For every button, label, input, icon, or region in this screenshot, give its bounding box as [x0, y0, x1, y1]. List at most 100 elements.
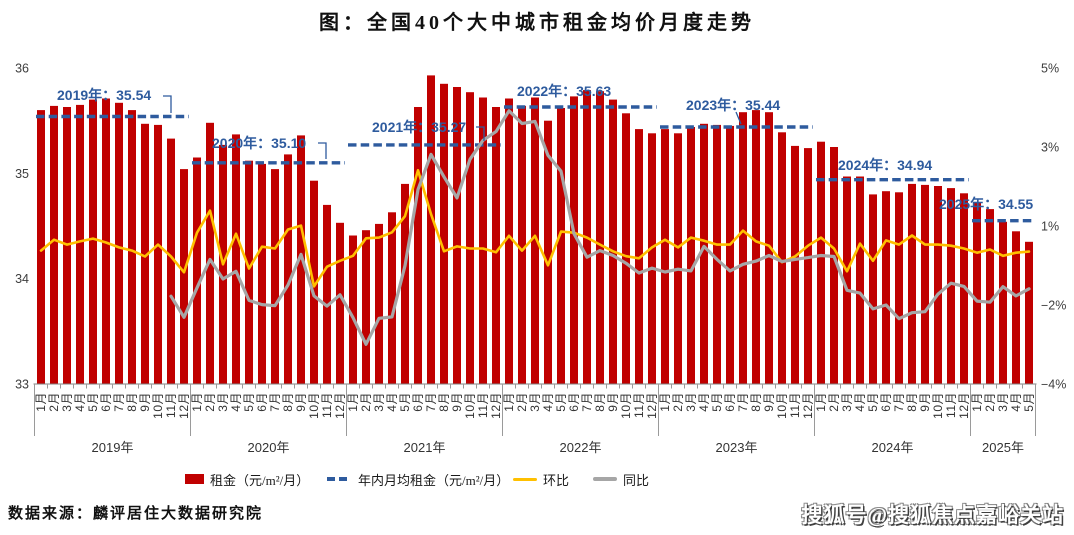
right-axis-labels: 5% 3% 1% −2% −4%: [1041, 62, 1066, 392]
year-label-2023: 2023年: [716, 440, 758, 455]
bar-2021-7: [427, 75, 435, 385]
legend-item-rent: 租金（元/m²/月）: [185, 471, 310, 488]
bar-2020-5: [245, 160, 253, 384]
month-tick-label: 9月: [606, 392, 620, 412]
month-tick-label: 8月: [125, 392, 139, 412]
bar-2024-6: [882, 191, 890, 384]
month-tick-label: 1月: [502, 392, 516, 412]
legend-label-yoy: 同比: [623, 472, 650, 488]
right-axis-tick-label: −4%: [1041, 378, 1066, 392]
month-tick-label: 8月: [437, 392, 451, 412]
left-axis-tick-label: 33: [15, 378, 29, 392]
bar-2022-11: [635, 129, 643, 384]
month-tick-label: 1月: [346, 392, 360, 412]
left-axis-labels: 36 35 34 33: [15, 62, 29, 392]
bar-2023-11: [791, 145, 799, 384]
bar-2022-3: [531, 97, 539, 384]
bar-2020-11: [323, 204, 331, 384]
month-tick-label: 10月: [463, 392, 477, 419]
bar-2019-4: [76, 104, 84, 385]
bar-2023-1: [661, 129, 669, 384]
bar-2024-5: [869, 194, 877, 384]
month-tick-label: 3月: [372, 392, 386, 412]
month-tick-label: 5月: [1022, 392, 1036, 412]
month-tick-label: 6月: [567, 392, 581, 412]
month-tick-label: 6月: [411, 392, 425, 412]
month-tick-label: 4月: [229, 392, 243, 412]
bar-2020-7: [271, 169, 279, 384]
bar-2019-11: [167, 138, 175, 384]
bar-2021-5: [401, 183, 409, 384]
month-tick-label: 6月: [99, 392, 113, 412]
yearly-average-labels: 2019年：35.54 2020年：35.10 2021年：35.27 2022年：3…: [57, 83, 1033, 212]
legend-item-yoy: 同比: [593, 471, 650, 488]
month-tick-label: 5月: [242, 392, 256, 412]
month-tick-label: 4月: [541, 392, 555, 412]
month-tick-label: 4月: [697, 392, 711, 412]
legend-label-rent: 租金（元/m²/月）: [210, 472, 310, 488]
month-tick-label: 8月: [281, 392, 295, 412]
month-tick-label: 3月: [216, 392, 230, 412]
bar-2023-6: [726, 125, 734, 385]
month-tick-label: 10月: [931, 392, 945, 419]
month-tick-label: 6月: [255, 392, 269, 412]
month-tick-label: 9月: [294, 392, 308, 412]
month-tick-label: 4月: [1009, 392, 1023, 412]
bar-2025-4: [1012, 231, 1020, 384]
month-tick-label: 12月: [177, 392, 191, 419]
month-tick-label: 12月: [645, 392, 659, 419]
legend-label-yearly-average: 年内月均租金（元/m²/月）: [358, 472, 510, 488]
bar-2024-11: [947, 188, 955, 384]
month-tick-label: 1月: [970, 392, 984, 412]
year-label-2024: 2024年: [872, 440, 914, 455]
bar-2020-4: [232, 134, 240, 384]
bar-2022-1: [505, 98, 513, 384]
month-tick-label: 6月: [879, 392, 893, 412]
bar-2023-5: [713, 124, 721, 385]
year-label-2019: 2019年: [92, 440, 134, 455]
month-tick-label: 2月: [671, 392, 685, 412]
bar-2023-8: [752, 110, 760, 384]
bar-2023-7: [739, 112, 747, 384]
yearly-average-lines: [36, 105, 1034, 223]
watermark: 搜狐号@搜狐焦点嘉峪关站: [801, 503, 1064, 527]
month-tick-label: 2月: [827, 392, 841, 412]
bar-2022-9: [609, 99, 617, 384]
legend-swatch-yoy-line: [593, 477, 617, 481]
bar-2024-2: [830, 147, 838, 384]
avg-label-2021: 2021年：35.27: [372, 119, 466, 135]
month-tick-label: 9月: [138, 392, 152, 412]
avg-label-2020: 2020年：35.10: [212, 135, 306, 151]
bar-2019-5: [89, 99, 97, 384]
bar-2019-12: [180, 169, 188, 384]
month-tick-label: 12月: [801, 392, 815, 419]
month-tick-label: 7月: [424, 392, 438, 412]
bar-2025-2: [986, 209, 994, 384]
month-tick-label: 4月: [853, 392, 867, 412]
month-tick-label: 11月: [164, 392, 178, 418]
legend-label-mom: 环比: [543, 472, 570, 488]
legend-swatch-avg-dashes: [327, 477, 351, 481]
bar-2024-3: [843, 176, 851, 384]
left-axis-tick-label: 36: [15, 62, 29, 76]
data-source-note: 数据来源：麟评居住大数据研究院: [8, 506, 264, 522]
month-tick-label: 5月: [710, 392, 724, 412]
month-tick-label: 9月: [918, 392, 932, 412]
mom-line: [39, 168, 1031, 288]
avg-label-2019: 2019年：35.54: [57, 87, 151, 103]
bar-2021-1: [349, 235, 357, 384]
month-tick-label: 8月: [749, 392, 763, 412]
avg-label-connector-2021: [476, 126, 485, 141]
bar-2019-10: [154, 124, 162, 385]
bar-2021-10: [466, 92, 474, 384]
month-tick-label: 6月: [723, 392, 737, 412]
bar-2022-4: [544, 120, 552, 384]
bar-2024-9: [921, 184, 929, 384]
bar-2022-5: [557, 108, 565, 384]
bar-2025-3: [999, 221, 1007, 384]
yoy-line: [169, 109, 1031, 346]
avg-label-connector-2020: [318, 142, 327, 159]
bar-2024-7: [895, 192, 903, 384]
bar-2024-10: [934, 186, 942, 384]
